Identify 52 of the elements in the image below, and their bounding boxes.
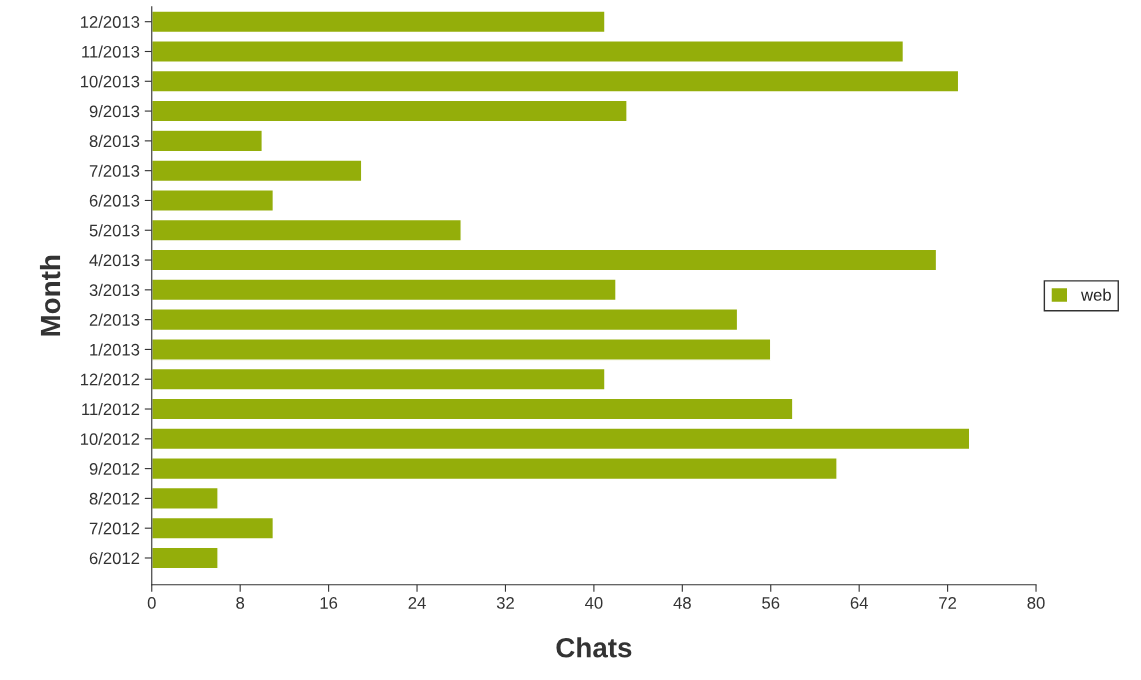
bar xyxy=(151,69,960,93)
y-tick-label: 10/2012 xyxy=(80,432,140,446)
bar xyxy=(151,546,219,570)
y-tick-label: 7/2013 xyxy=(89,164,140,177)
x-tick-label: 8 xyxy=(236,597,245,609)
bar xyxy=(151,10,606,34)
legend-label: web xyxy=(1081,288,1111,301)
bar xyxy=(151,367,606,391)
bar xyxy=(151,189,275,212)
y-tick-label: 8/2012 xyxy=(89,492,140,505)
y-tick-label: 6/2012 xyxy=(89,551,140,565)
bar xyxy=(151,129,263,153)
bar xyxy=(151,338,772,361)
bar xyxy=(151,397,794,421)
bar xyxy=(151,278,617,302)
x-axis-title: Chats xyxy=(556,637,632,658)
bar xyxy=(151,248,938,272)
y-tick-label: 4/2013 xyxy=(89,254,140,267)
y-tick-label: 11/2013 xyxy=(82,45,140,58)
x-tick-label: 64 xyxy=(850,597,868,609)
y-tick-label: 1/2013 xyxy=(90,343,140,356)
bar xyxy=(151,218,462,242)
bar xyxy=(151,99,628,123)
y-tick-label: 5/2013 xyxy=(89,224,140,237)
x-tick-label: 48 xyxy=(673,597,691,609)
y-tick-label: 6/2013 xyxy=(89,194,140,207)
y-tick-label: 9/2013 xyxy=(89,105,140,118)
x-tick-label: 80 xyxy=(1027,597,1045,609)
bar xyxy=(151,40,905,63)
y-tick-label: 9/2012 xyxy=(89,462,140,475)
y-tick-label: 3/2013 xyxy=(89,283,140,297)
y-tick-label: 2/2013 xyxy=(89,313,140,326)
y-tick-label: 11/2012 xyxy=(82,402,140,416)
bar xyxy=(151,159,363,183)
y-tick-label: 10/2013 xyxy=(80,75,140,88)
y-axis-title: Month xyxy=(39,255,61,336)
bar xyxy=(151,486,219,510)
y-tick-label: 12/2012 xyxy=(80,373,140,386)
y-tick-label: 7/2012 xyxy=(89,522,140,535)
bar xyxy=(151,427,971,451)
x-tick-label: 16 xyxy=(320,597,338,609)
x-tick-label: 56 xyxy=(762,597,780,609)
y-tick-label: 8/2013 xyxy=(89,134,140,148)
bar xyxy=(151,308,739,332)
bar xyxy=(151,516,275,540)
x-tick-label: 24 xyxy=(408,597,426,609)
x-tick-label: 72 xyxy=(939,597,957,609)
x-tick-label: 40 xyxy=(585,597,603,609)
x-tick-label: 32 xyxy=(496,597,514,609)
x-tick-label: 0 xyxy=(147,597,156,609)
y-tick-label: 12/2013 xyxy=(80,15,140,28)
bar xyxy=(151,457,838,481)
